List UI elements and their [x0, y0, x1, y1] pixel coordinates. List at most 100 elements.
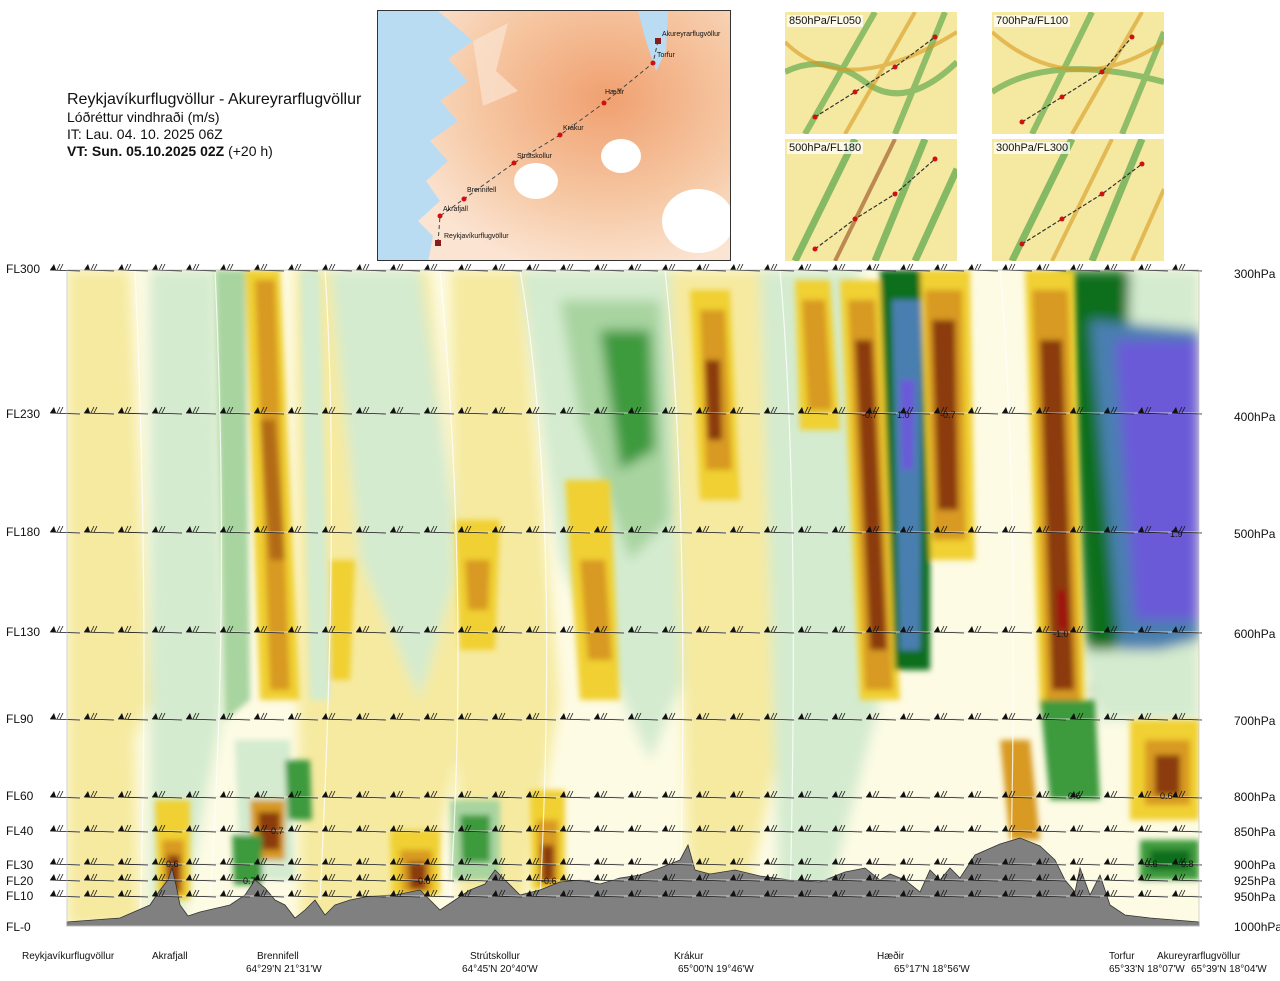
wind-barb: [1103, 824, 1135, 833]
wind-barb: [1035, 263, 1067, 272]
wind-barb: [83, 712, 115, 721]
wind-barb: [1171, 625, 1203, 634]
waypoint-akureyri: [655, 38, 661, 44]
wind-barb: [1137, 873, 1169, 882]
route-title: Reykjavíkurflugvöllur - Akureyrarflugvöl…: [67, 91, 362, 108]
wind-barb: [491, 625, 523, 634]
wind-barb: [661, 525, 693, 534]
wind-barb: [627, 824, 659, 833]
wind-barb: [389, 857, 421, 866]
quantity-label: Lóðréttur vindhraði (m/s): [67, 109, 220, 125]
wind-barb: [457, 406, 489, 415]
wind-barb: [253, 889, 285, 898]
waypoint-strutskollur: [511, 160, 517, 166]
wind-barb: [593, 625, 625, 634]
wind-barb: [763, 790, 795, 799]
wind-barb: [1001, 857, 1033, 866]
wind-barb: [83, 790, 115, 799]
wind-barb: [1035, 406, 1067, 415]
wind-barb: [695, 857, 727, 866]
wind-barb: [627, 889, 659, 898]
cross-section-chart: [49, 263, 1203, 927]
wind-barb: [1137, 889, 1169, 898]
hpa-label: 850hPa: [1234, 825, 1276, 839]
map-label-akrafjall: Akrafjall: [443, 206, 468, 213]
thumb-300[interactable]: 300hPa/FL300: [992, 139, 1164, 261]
contour-label: -0.6: [163, 859, 179, 869]
wind-barb: [1137, 712, 1169, 721]
wind-barb: [865, 889, 897, 898]
wind-barb: [321, 712, 353, 721]
thumb-500[interactable]: 500hPa/FL180: [785, 139, 957, 261]
route-line: [437, 40, 659, 244]
wind-barb: [559, 406, 591, 415]
wind-barb: [1103, 790, 1135, 799]
wind-barb: [1069, 625, 1101, 634]
wind-barb: [627, 712, 659, 721]
location-name: Strútskollur: [470, 951, 521, 962]
wind-barb: [933, 857, 965, 866]
hpa-label: 400hPa: [1234, 410, 1276, 424]
fjord: [638, 11, 668, 71]
wind-barb: [1001, 889, 1033, 898]
wind-barb: [627, 873, 659, 882]
wind-barb: [1103, 625, 1135, 634]
wind-barb: [797, 625, 829, 634]
wind-barb: [1035, 873, 1067, 882]
fl-label: FL180: [6, 525, 41, 539]
wind-barb: [831, 406, 863, 415]
wind-barb: [525, 712, 557, 721]
wind-barb: [389, 873, 421, 882]
wind-barb: [355, 857, 387, 866]
wind-barb: [1001, 712, 1033, 721]
wind-barb: [865, 712, 897, 721]
wind-barb: [49, 263, 81, 272]
wind-barb: [1035, 625, 1067, 634]
wind-barb: [661, 857, 693, 866]
hpa-label: 700hPa: [1234, 714, 1276, 728]
wind-barb: [1069, 824, 1101, 833]
wind-barb: [899, 525, 931, 534]
location-coord: 65°00'N 19°46'W: [678, 964, 754, 975]
wind-barb: [219, 873, 251, 882]
forecast-offset: (+20 h): [228, 143, 273, 159]
wind-barb: [117, 889, 149, 898]
wind-barb: [389, 625, 421, 634]
hpa-label: 300hPa: [1234, 267, 1276, 281]
wind-barb: [49, 824, 81, 833]
thumb-850-label: 850hPa/FL050: [787, 15, 864, 27]
thumb-700[interactable]: 700hPa/FL100: [992, 12, 1164, 134]
map-label-reykjavik: Reykjavíkurflugvöllur: [444, 233, 509, 240]
wind-barb: [525, 889, 557, 898]
wind-barb: [151, 889, 183, 898]
wind-barb: [627, 790, 659, 799]
wind-barb: [695, 406, 727, 415]
wind-barb: [1171, 873, 1203, 882]
wind-barb: [219, 406, 251, 415]
wind-barb: [287, 406, 319, 415]
route-map-svg: Reykjavíkurflugvöllur Akrafjall Brennife…: [378, 11, 730, 260]
wind-barb: [457, 525, 489, 534]
wind-barb: [185, 857, 217, 866]
thumb-700-label: 700hPa/FL100: [994, 15, 1071, 27]
contour-label: -0.6: [541, 876, 557, 886]
wind-barb: [49, 790, 81, 799]
wind-barb: [1103, 857, 1135, 866]
wind-barb: [525, 790, 557, 799]
wind-barb: [355, 525, 387, 534]
wind-barb: [253, 790, 285, 799]
wind-barb: [457, 712, 489, 721]
wind-barb: [491, 406, 523, 415]
glacier-3: [662, 189, 730, 253]
wind-barb: [1001, 873, 1033, 882]
location-coord: 65°17'N 18°56'W: [894, 964, 970, 975]
thumb-300-label: 300hPa/FL300: [994, 142, 1071, 154]
wind-barb: [389, 525, 421, 534]
wind-barb: [83, 525, 115, 534]
wind-barb: [491, 525, 523, 534]
wind-barb: [865, 873, 897, 882]
thumb-850[interactable]: 850hPa/FL050: [785, 12, 957, 134]
hpa-label: 800hPa: [1234, 790, 1276, 804]
wind-barb: [831, 873, 863, 882]
route-map[interactable]: Reykjavíkurflugvöllur Akrafjall Brennife…: [377, 10, 731, 261]
